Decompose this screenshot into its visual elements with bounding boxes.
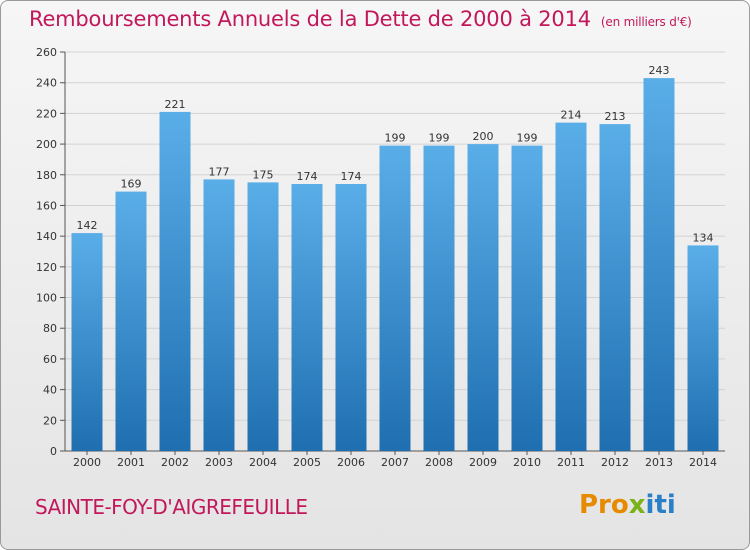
y-tick-label: 100	[36, 292, 57, 305]
x-tick-label-2005: 2005	[293, 456, 321, 469]
value-label-2002: 221	[165, 98, 186, 111]
x-tick-label-2009: 2009	[469, 456, 497, 469]
value-label-2003: 177	[209, 165, 230, 178]
x-tick-label-2008: 2008	[425, 456, 453, 469]
x-tick-label-2010: 2010	[513, 456, 541, 469]
value-label-2012: 213	[605, 110, 626, 123]
chart-title: Remboursements Annuels de la Dette de 20…	[29, 7, 692, 31]
value-label-2010: 199	[517, 132, 538, 145]
x-tick-label-2001: 2001	[117, 456, 145, 469]
bar-2003	[203, 179, 235, 451]
bar-2014	[687, 245, 719, 451]
value-label-2004: 175	[253, 168, 274, 181]
value-label-2007: 199	[385, 132, 406, 145]
x-tick-label-2006: 2006	[337, 456, 365, 469]
value-label-2014: 134	[693, 231, 714, 244]
y-tick-label: 60	[43, 353, 57, 366]
y-tick-label: 220	[36, 107, 57, 120]
bar-2007	[379, 145, 411, 451]
x-tick-label-2011: 2011	[557, 456, 585, 469]
y-tick-label: 0	[50, 445, 57, 458]
y-tick-label: 20	[43, 414, 57, 427]
y-tick-label: 40	[43, 384, 57, 397]
y-tick-label: 160	[36, 199, 57, 212]
y-tick-label: 120	[36, 261, 57, 274]
y-tick-label: 140	[36, 230, 57, 243]
value-label-2011: 214	[561, 109, 582, 122]
logo-part-2: x	[628, 490, 646, 520]
bar-2000	[71, 233, 103, 451]
bar-2002	[159, 111, 191, 452]
y-tick-label: 240	[36, 77, 57, 90]
logo-part-1: Pro	[579, 490, 629, 520]
x-tick-label-2000: 2000	[73, 456, 101, 469]
bars	[71, 78, 719, 452]
bar-2012	[599, 124, 631, 451]
unit-label: (en milliers d'€)	[600, 15, 692, 29]
bar-2005	[291, 184, 323, 451]
x-tick-label-2003: 2003	[205, 456, 233, 469]
y-tick-label: 180	[36, 169, 57, 182]
value-label-2006: 174	[341, 170, 362, 183]
value-label-2013: 243	[649, 64, 670, 77]
value-label-2009: 200	[473, 130, 494, 143]
x-tick-labels: 2000 2001 2002 2003 2004 2005 2006 2007 2008 2009…	[73, 456, 717, 469]
chart-title-text: Remboursements Annuels de la Dette de 20…	[29, 7, 591, 31]
y-tick-label: 260	[36, 46, 57, 59]
bar-2006	[335, 184, 367, 451]
y-tick-labels: 0 20 40 60 80 100 120 140 160 180 200 220 240 260	[36, 46, 57, 458]
x-tick-label-2014: 2014	[689, 456, 717, 469]
bar-2013	[643, 78, 675, 451]
value-label-2008: 199	[429, 132, 450, 145]
bar-2004	[247, 182, 279, 451]
bar-2009	[467, 144, 499, 451]
value-label-2005: 174	[297, 170, 318, 183]
logo-part-3: iti	[645, 490, 676, 520]
value-label-2001: 169	[121, 178, 142, 191]
bar-2011	[555, 122, 587, 451]
commune-name: SAINTE-FOY-D'AIGREFEUILLE	[35, 495, 308, 519]
proxiti-logo: Proxiti	[579, 490, 676, 520]
x-tick-label-2004: 2004	[249, 456, 277, 469]
y-tick-label: 80	[43, 322, 57, 335]
x-tick-label-2012: 2012	[601, 456, 629, 469]
x-tick-label-2002: 2002	[161, 456, 189, 469]
bar-2008	[423, 145, 455, 451]
value-label-2000: 142	[77, 219, 98, 232]
bar-2001	[115, 191, 147, 451]
bar-2010	[511, 145, 543, 451]
y-tick-label: 200	[36, 138, 57, 151]
x-tick-label-2013: 2013	[645, 456, 673, 469]
data-labels: 142 169 221 177 175 174 174 199 199 200 199 214 213 2…	[77, 64, 714, 244]
x-tick-label-2007: 2007	[381, 456, 409, 469]
